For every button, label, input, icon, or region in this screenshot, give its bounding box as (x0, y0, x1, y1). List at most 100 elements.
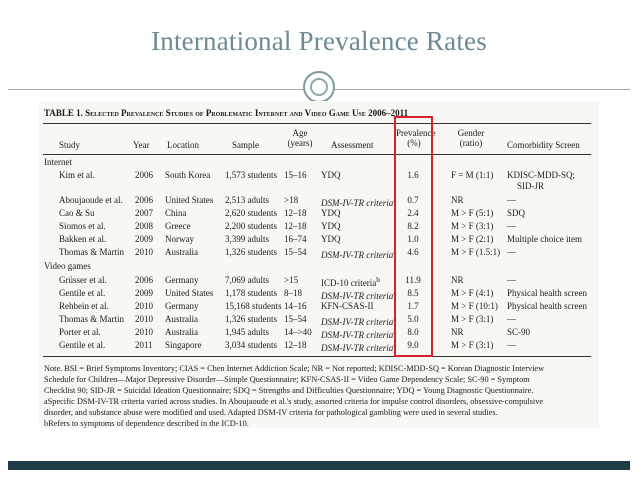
cell-sample: 2,513 adults (225, 195, 269, 205)
note-line: Checklist 90; SID-JR = Suicidal Ideation… (44, 386, 534, 395)
header-location: Location (167, 140, 199, 150)
cell-study: Thomas & Martin (59, 314, 124, 324)
header-prevalence: Prevalence (%) (396, 128, 436, 149)
decorative-inner-circle-icon (310, 78, 328, 96)
header-gender: Gender (ratio) (449, 128, 493, 149)
cell-study: Aboujaoude et al. (59, 195, 123, 205)
cell-age: 12–18 (284, 340, 307, 350)
decorative-circle-icon (303, 71, 335, 103)
cell-sample: 1,178 students (225, 288, 278, 298)
cell-prevalence: 1.6 (407, 170, 419, 180)
header-assessment: Assessment (331, 140, 374, 150)
bottom-bar (8, 461, 630, 470)
cell-year: 2006 (135, 170, 153, 180)
cell-prevalence: 0.7 (407, 195, 419, 205)
cell-assessment: YDQ (321, 221, 341, 231)
header-sample: Sample (232, 140, 259, 150)
cell-location: United States (165, 288, 214, 298)
cell-prevalence: 11.9 (405, 275, 421, 285)
cell-age: 16–74 (284, 234, 307, 244)
header-prevalence-unit: (%) (407, 137, 421, 148)
cell-comorbidity: — (507, 247, 516, 257)
cell-age: 8–18 (284, 288, 302, 298)
cell-prevalence: 1.7 (407, 301, 419, 311)
cell-prevalence: 8.5 (407, 288, 419, 298)
cell-location: Australia (165, 247, 198, 257)
note-line: disorder, and substance abuse were modif… (44, 408, 498, 417)
cell-location: Australia (165, 314, 198, 324)
cell-gender: M > F (10:1) (451, 301, 498, 311)
note-line: bRefers to symptoms of dependence descri… (44, 419, 249, 428)
cell-assessment: DSM-IV-TR criteriaa (321, 247, 397, 261)
cell-prevalence: 8.2 (407, 221, 419, 231)
table-caption: TABLE 1. Selected Prevalence Studies of … (44, 108, 409, 119)
cell-gender: M > F (3:1) (451, 221, 494, 231)
cell-location: Greece (165, 221, 191, 231)
cell-age: >18 (284, 195, 299, 205)
cell-sample: 3,034 students (225, 340, 278, 350)
cell-age: >15 (284, 275, 299, 285)
table-image: TABLE 1. Selected Prevalence Studies of … (39, 101, 599, 428)
table-bottom-rule (43, 356, 591, 357)
table-top-rule (43, 123, 591, 124)
cell-study: Grüsser et al. (59, 275, 107, 285)
cell-prevalence: 5.0 (407, 314, 419, 324)
cell-comorbidity: SDQ (507, 208, 526, 218)
cell-gender: F = M (1:1) (451, 170, 494, 180)
header-rule (43, 154, 591, 155)
assessment-text: DSM-IV-TR criteria (321, 250, 394, 260)
assessment-text: DSM-IV-TR criteria (321, 198, 394, 208)
cell-year: 2007 (135, 208, 153, 218)
table-caption-label: TABLE 1. (44, 108, 83, 118)
header-year: Year (133, 140, 150, 150)
cell-comorbidity: Physical health screen (507, 301, 587, 311)
cell-sample: 2,620 students (225, 208, 278, 218)
cell-gender: M > F (3:1) (451, 340, 494, 350)
cell-comorbidity: — (507, 221, 516, 231)
cell-gender: M > F (3:1) (451, 314, 494, 324)
assessment-text: DSM-IV-TR criteria (321, 330, 394, 340)
table-caption-text: Selected Prevalence Studies of Problemat… (85, 108, 409, 118)
cell-prevalence: 2.4 (407, 208, 419, 218)
cell-gender: M > F (1.5:1) (451, 247, 501, 257)
note-line: Schedule for Children—Major Depressive D… (44, 375, 530, 384)
cell-age: 12–18 (284, 208, 307, 218)
header-age-unit: (years) (287, 137, 313, 148)
cell-study: Rehbein et al. (59, 301, 109, 311)
header-gender-label: Gender (457, 128, 485, 138)
cell-age: 15–54 (284, 314, 307, 324)
header-study: Study (59, 140, 81, 150)
cell-year: 2009 (135, 234, 153, 244)
cell-sample: 3,399 adults (225, 234, 269, 244)
cell-year: 2011 (135, 340, 153, 350)
header-age-label: Age (292, 128, 308, 138)
cell-location: Australia (165, 327, 198, 337)
cell-location: United States (165, 195, 214, 205)
header-age: Age (years) (284, 128, 316, 149)
group-label-internet: Internet (44, 157, 72, 167)
prevalence-highlight-box (394, 116, 433, 357)
cell-sample: 1,326 students (225, 247, 278, 257)
note-line: aSpecific DSM-IV-TR criteria varied acro… (44, 397, 544, 406)
cell-assessment: YDQ (321, 234, 341, 244)
cell-study: Cao & Su (59, 208, 95, 218)
cell-study: Bakken et al. (59, 234, 107, 244)
cell-comorbidity: — (507, 195, 516, 205)
header-gender-unit: (ratio) (459, 137, 483, 148)
assessment-text: DSM-IV-TR criteria (321, 291, 394, 301)
header-prevalence-label: Prevalence (396, 128, 436, 138)
cell-gender: NR (451, 327, 464, 337)
cell-age: 14–16 (284, 301, 307, 311)
footnote-mark: b (376, 275, 380, 284)
slide-title: International Prevalence Rates (151, 26, 487, 56)
cell-year: 2008 (135, 221, 153, 231)
cell-assessment: DSM-IV-TR criteriaa (321, 340, 397, 354)
cell-location: China (165, 208, 187, 218)
cell-year: 2010 (135, 301, 153, 311)
cell-location: Norway (165, 234, 194, 244)
cell-comorbidity: — (507, 340, 516, 350)
cell-gender: M > F (2:1) (451, 234, 494, 244)
cell-assessment: YDQ (321, 170, 341, 180)
cell-sample: 1,945 adults (225, 327, 269, 337)
cell-assessment: KFN-CSAS-II (321, 301, 374, 311)
